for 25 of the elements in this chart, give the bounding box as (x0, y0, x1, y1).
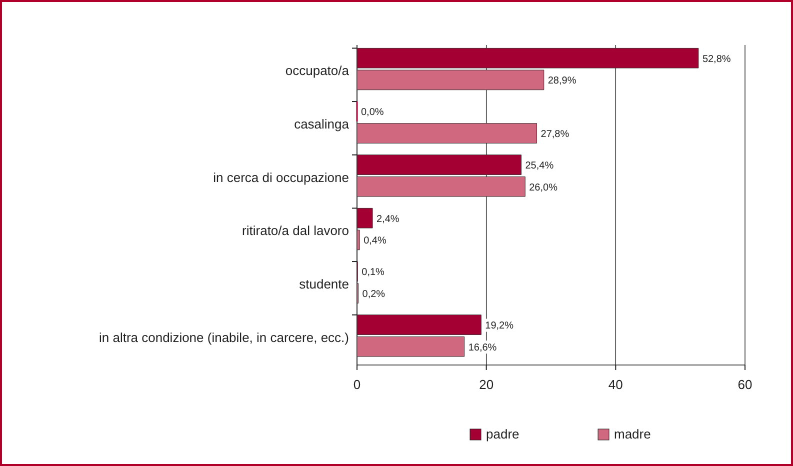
data-label: 26,0% (529, 182, 558, 194)
x-tick-label: 0 (353, 377, 361, 392)
y-tick-label: studente (299, 276, 349, 292)
x-tick-label: 60 (738, 377, 752, 392)
data-label: 0,1% (362, 267, 385, 278)
data-label: 0,0% (361, 107, 384, 118)
legend-label: padre (486, 426, 520, 442)
bar (356, 123, 538, 144)
data-label: 16,6% (468, 342, 497, 354)
data-label: 28,9% (548, 76, 576, 87)
x-tick-label: 20 (479, 377, 494, 392)
data-label: 0,4% (364, 236, 386, 247)
data-label: 2,4% (376, 214, 400, 225)
y-tick-label: in altra condizione (inabile, in carcere, ecc.) (98, 330, 349, 345)
y-tick-label: ritirato/a dal lavoro (242, 223, 349, 238)
data-label: 52,8% (702, 54, 731, 65)
data-label: 19,2% (485, 320, 514, 332)
y-tick-label: in cerca di occupazione (213, 170, 349, 185)
x-tick-label: 40 (608, 377, 623, 392)
y-tick-label: casalinga (294, 116, 350, 132)
data-label: 25,4% (525, 160, 554, 172)
data-label: 0,2% (362, 288, 386, 300)
data-label: 27,8% (540, 128, 570, 140)
y-tick-label: occupato/a (285, 63, 350, 78)
legend-label: madre (614, 426, 651, 442)
